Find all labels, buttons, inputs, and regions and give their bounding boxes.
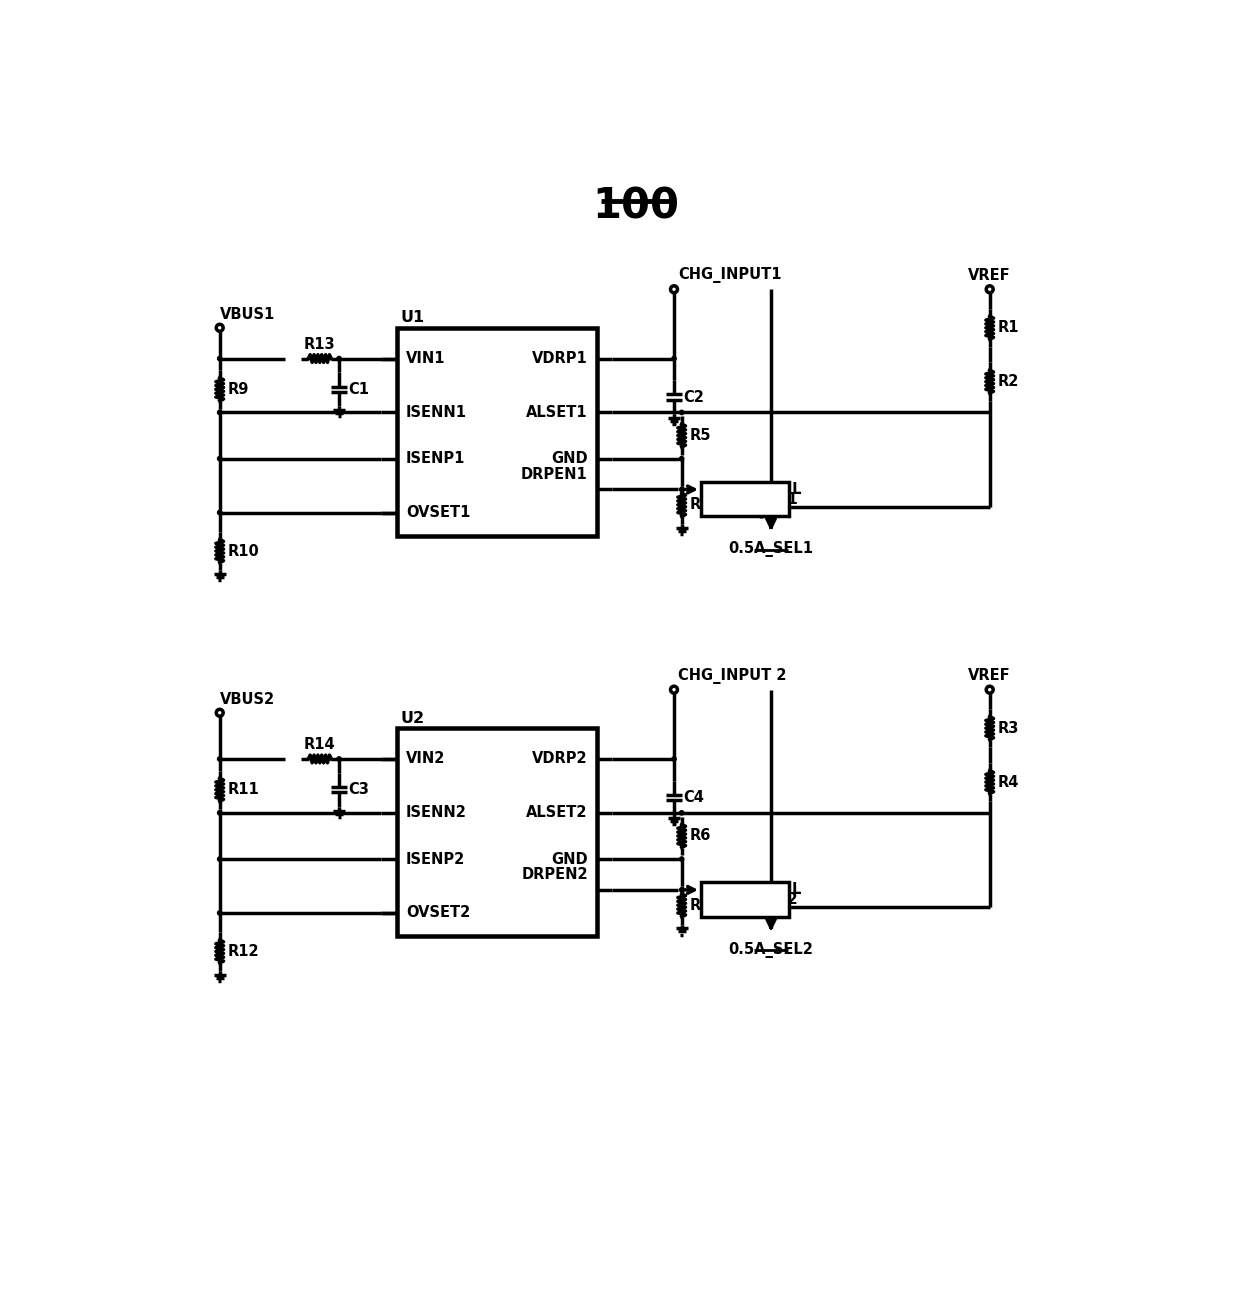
- Text: ISENP2: ISENP2: [405, 851, 465, 867]
- Text: CHG_INPUT 2: CHG_INPUT 2: [678, 668, 786, 683]
- Text: ALSET1: ALSET1: [526, 405, 588, 421]
- Text: ISENN1: ISENN1: [405, 405, 467, 421]
- Text: 100: 100: [591, 185, 680, 228]
- Text: 0.5A_SEL1: 0.5A_SEL1: [729, 541, 813, 558]
- Text: ALSET2: ALSET2: [526, 805, 588, 820]
- Text: SINK2-CTRL: SINK2-CTRL: [704, 883, 801, 897]
- Circle shape: [217, 510, 222, 515]
- Text: VBUS2: VBUS2: [219, 691, 275, 707]
- Text: R2: R2: [997, 374, 1019, 389]
- Text: U1: U1: [401, 311, 425, 326]
- Circle shape: [680, 457, 683, 461]
- Text: VIN1: VIN1: [405, 351, 445, 366]
- Circle shape: [217, 911, 222, 915]
- Text: R7: R7: [689, 497, 711, 512]
- Circle shape: [672, 757, 676, 761]
- Circle shape: [337, 757, 341, 761]
- Circle shape: [680, 857, 683, 862]
- Text: R9: R9: [227, 382, 249, 397]
- Text: VREF: VREF: [968, 669, 1011, 683]
- Text: R3: R3: [997, 721, 1019, 736]
- Circle shape: [217, 857, 222, 862]
- Circle shape: [217, 757, 222, 761]
- Text: Q2: Q2: [775, 892, 797, 907]
- Text: DRPEN1: DRPEN1: [521, 467, 588, 481]
- Text: VDRP2: VDRP2: [532, 752, 588, 766]
- Text: Q1: Q1: [775, 492, 797, 506]
- Text: ISENP1: ISENP1: [405, 452, 465, 466]
- Text: GND: GND: [551, 452, 588, 466]
- Text: R10: R10: [227, 543, 259, 559]
- Text: C1: C1: [348, 382, 370, 397]
- Text: VREF: VREF: [968, 268, 1011, 283]
- Text: ISENN2: ISENN2: [405, 805, 467, 820]
- Text: GND: GND: [551, 851, 588, 867]
- Text: R11: R11: [227, 783, 259, 797]
- Text: OVSET2: OVSET2: [405, 906, 470, 920]
- Circle shape: [217, 410, 222, 414]
- Text: 0.5A_SEL2: 0.5A_SEL2: [729, 942, 813, 958]
- Text: VBUS1: VBUS1: [219, 307, 275, 322]
- Text: VDRP1: VDRP1: [532, 351, 588, 366]
- Circle shape: [672, 356, 676, 361]
- Bar: [397, 327, 596, 536]
- Circle shape: [217, 457, 222, 461]
- Text: SINK1-CTRL: SINK1-CTRL: [704, 481, 801, 497]
- Text: R6: R6: [689, 828, 711, 844]
- Bar: [701, 883, 790, 917]
- Circle shape: [680, 410, 683, 414]
- Text: OVSET1: OVSET1: [405, 505, 470, 520]
- Circle shape: [680, 888, 683, 892]
- Circle shape: [680, 488, 683, 492]
- Text: C4: C4: [683, 789, 704, 805]
- Text: R5: R5: [689, 428, 711, 443]
- Bar: [701, 481, 790, 516]
- Text: VIN2: VIN2: [405, 752, 445, 766]
- Circle shape: [217, 811, 222, 815]
- Text: DRPEN2: DRPEN2: [521, 867, 588, 883]
- Text: R13: R13: [304, 336, 336, 352]
- Text: R1: R1: [997, 320, 1019, 335]
- Text: CHG_INPUT1: CHG_INPUT1: [678, 267, 781, 283]
- Text: R4: R4: [997, 775, 1019, 789]
- Circle shape: [337, 356, 341, 361]
- Circle shape: [217, 356, 222, 361]
- Text: R14: R14: [304, 738, 336, 752]
- Text: U2: U2: [401, 710, 425, 726]
- Circle shape: [680, 811, 683, 815]
- Text: R8: R8: [689, 898, 711, 912]
- Text: R12: R12: [227, 943, 259, 959]
- Text: C2: C2: [683, 389, 704, 405]
- Text: C3: C3: [348, 783, 370, 797]
- Bar: [397, 729, 596, 936]
